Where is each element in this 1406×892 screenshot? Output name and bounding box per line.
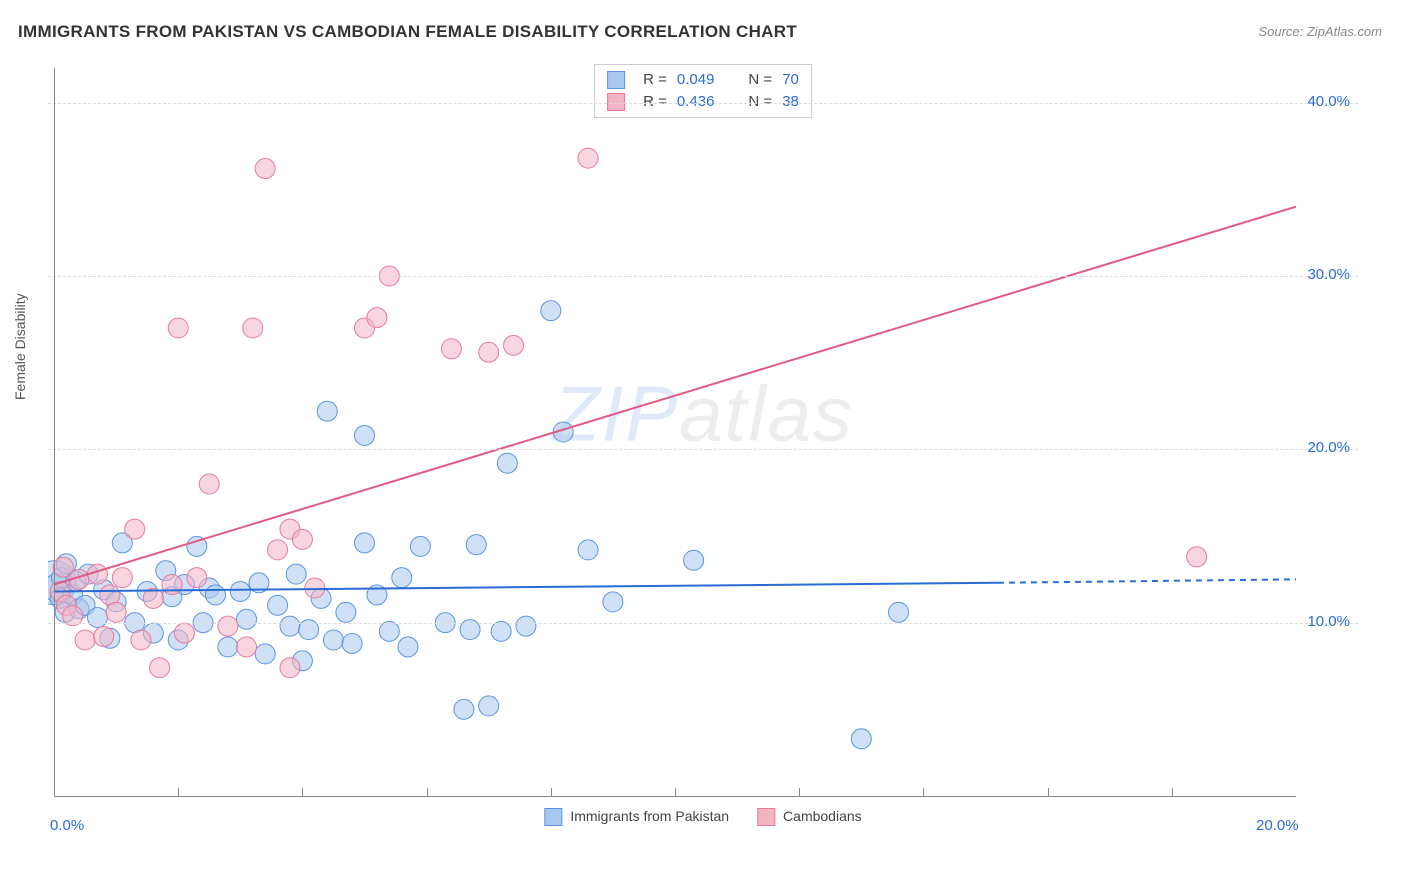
- x-legend-item: Cambodians: [757, 808, 862, 826]
- legend-r-value: 0.049: [677, 69, 715, 91]
- scatter-point: [603, 592, 623, 612]
- scatter-point: [230, 581, 250, 601]
- scatter-point: [280, 658, 300, 678]
- scatter-point: [504, 335, 524, 355]
- y-axis: [54, 68, 55, 796]
- trend-line: [54, 207, 1296, 585]
- chart-title: IMMIGRANTS FROM PAKISTAN VS CAMBODIAN FE…: [18, 22, 797, 42]
- x-tick-mark: [302, 788, 303, 796]
- scatter-point: [199, 474, 219, 494]
- x-tick-mark: [427, 788, 428, 796]
- scatter-point: [578, 540, 598, 560]
- x-axis: [54, 796, 1296, 797]
- scatter-point: [94, 627, 114, 647]
- scatter-point: [106, 602, 126, 622]
- scatter-point: [205, 585, 225, 605]
- scatter-point: [355, 533, 375, 553]
- scatter-point: [323, 630, 343, 650]
- grid-line-h: [48, 276, 1358, 277]
- x-tick-mark: [799, 788, 800, 796]
- x-tick-mark: [675, 788, 676, 796]
- y-tick-label: 30.0%: [1307, 266, 1350, 283]
- scatter-point: [131, 630, 151, 650]
- y-axis-label: Female Disability: [12, 293, 28, 400]
- y-tick-label: 40.0%: [1307, 93, 1350, 110]
- scatter-point: [162, 575, 182, 595]
- scatter-point: [255, 644, 275, 664]
- scatter-point: [410, 536, 430, 556]
- legend-swatch: [607, 71, 625, 89]
- scatter-point: [441, 339, 461, 359]
- source-label: Source: ZipAtlas.com: [1258, 24, 1382, 39]
- y-tick-label: 10.0%: [1307, 613, 1350, 630]
- y-tick-label: 20.0%: [1307, 439, 1350, 456]
- scatter-point: [578, 148, 598, 168]
- legend-row: R = 0.049 N = 70: [607, 69, 799, 91]
- x-axis-legend: Immigrants from Pakistan Cambodians: [544, 808, 861, 826]
- grid-line-h: [48, 449, 1358, 450]
- scatter-point: [237, 637, 257, 657]
- correlation-legend: R = 0.049N = 70R = 0.436N = 38: [594, 64, 812, 118]
- x-legend-label: Immigrants from Pakistan: [570, 808, 729, 824]
- scatter-point: [541, 301, 561, 321]
- scatter-point: [516, 616, 536, 636]
- x-tick-mark: [178, 788, 179, 796]
- x-tick-mark: [1048, 788, 1049, 796]
- x-legend-item: Immigrants from Pakistan: [544, 808, 729, 826]
- scatter-point: [379, 621, 399, 641]
- scatter-point: [466, 535, 486, 555]
- grid-line-h: [48, 103, 1358, 104]
- x-tick-label: 20.0%: [1256, 817, 1299, 834]
- scatter-point: [398, 637, 418, 657]
- scatter-point: [218, 616, 238, 636]
- x-tick-mark: [1172, 788, 1173, 796]
- scatter-point: [75, 630, 95, 650]
- x-tick-mark: [923, 788, 924, 796]
- scatter-point: [317, 401, 337, 421]
- x-tick-mark: [551, 788, 552, 796]
- scatter-point: [342, 633, 362, 653]
- legend-n-label: N =: [748, 69, 772, 91]
- trend-line-dashed: [998, 579, 1296, 582]
- scatter-point: [491, 621, 511, 641]
- legend-swatch: [757, 808, 775, 826]
- scatter-point: [280, 616, 300, 636]
- grid-line-h: [48, 623, 1358, 624]
- scatter-point: [336, 602, 356, 622]
- scatter-point: [268, 540, 288, 560]
- scatter-point: [479, 342, 499, 362]
- legend-swatch: [544, 808, 562, 826]
- scatter-point: [87, 607, 107, 627]
- scatter-point: [112, 568, 132, 588]
- scatter-point: [889, 602, 909, 622]
- scatter-point: [454, 699, 474, 719]
- scatter-point: [1187, 547, 1207, 567]
- scatter-point: [497, 453, 517, 473]
- scatter-point: [851, 729, 871, 749]
- scatter-point: [355, 425, 375, 445]
- scatter-point: [255, 159, 275, 179]
- scatter-point: [237, 609, 257, 629]
- scatter-plot: [48, 60, 1358, 830]
- scatter-point: [392, 568, 412, 588]
- scatter-point: [125, 519, 145, 539]
- scatter-point: [268, 595, 288, 615]
- scatter-point: [479, 696, 499, 716]
- scatter-point: [286, 564, 306, 584]
- scatter-point: [684, 550, 704, 570]
- scatter-point: [367, 308, 387, 328]
- scatter-point: [168, 318, 188, 338]
- scatter-point: [305, 578, 325, 598]
- x-tick-label: 0.0%: [50, 817, 84, 834]
- legend-n-value: 70: [782, 69, 799, 91]
- x-legend-label: Cambodians: [783, 808, 862, 824]
- scatter-point: [218, 637, 238, 657]
- scatter-point: [174, 623, 194, 643]
- scatter-point: [243, 318, 263, 338]
- scatter-point: [150, 658, 170, 678]
- chart-area: ZIPatlas R = 0.049N = 70R = 0.436N = 38 …: [48, 60, 1358, 830]
- scatter-point: [292, 529, 312, 549]
- legend-r-label: R =: [643, 69, 667, 91]
- scatter-point: [187, 568, 207, 588]
